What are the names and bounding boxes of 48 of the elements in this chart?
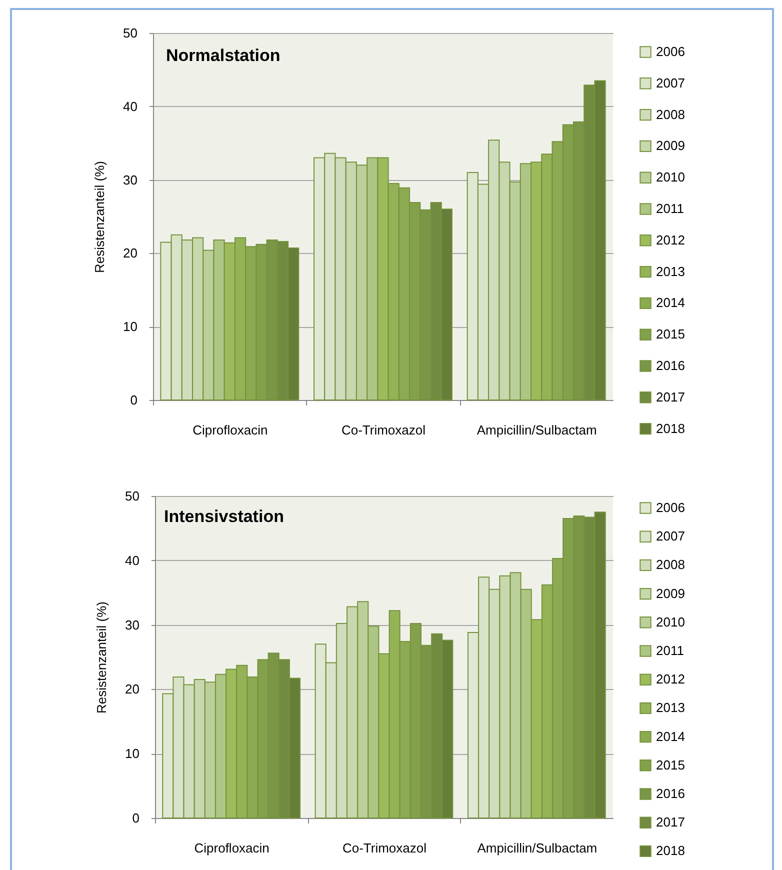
legend-label: 2013	[656, 264, 685, 279]
text: Intensivstation	[164, 507, 284, 526]
text: Normalstation	[166, 46, 280, 65]
x-tick-label: Co-Trimoxazol	[342, 840, 427, 856]
legend-label: 2014	[656, 295, 685, 310]
legend-label: 2017	[656, 389, 685, 404]
legend-label: 2006	[656, 500, 685, 515]
y-tick-label: 0	[130, 392, 138, 408]
x-tick-label: Ciprofloxacin	[192, 422, 268, 438]
legend-label: 2006	[656, 44, 685, 59]
y-tick-label: 30	[123, 172, 138, 188]
y-tick-label: 30	[125, 617, 140, 632]
legend-label: 2018	[656, 420, 685, 436]
legend-label: 2015	[656, 326, 685, 342]
y-tick-label: 40	[123, 98, 138, 114]
y-tick-label: 50	[123, 26, 138, 40]
y-axis-title: Resistenzanteil (%)	[94, 602, 110, 714]
y-tick-label: 50	[125, 488, 140, 504]
legend-label: 2016	[656, 358, 685, 373]
y-tick-label: 20	[123, 246, 138, 261]
legend-label: 2011	[656, 643, 684, 658]
y-tick-label: 40	[125, 552, 140, 568]
legend-label: 2010	[656, 170, 685, 185]
legend-label: 2007	[656, 528, 685, 544]
legend-label: 2010	[656, 614, 685, 630]
legend-label: 2008	[656, 106, 685, 122]
legend-label: 2012	[656, 232, 685, 248]
y-tick-label: 10	[125, 746, 140, 762]
y-tick-label: 20	[125, 682, 140, 697]
x-tick-label: Co-Trimoxazol	[341, 422, 426, 438]
legend-label: 2013	[656, 700, 685, 716]
legend-label: 2016	[656, 786, 685, 801]
legend-label: 2015	[656, 757, 685, 772]
y-axis-title: Resistenzanteil (%)	[92, 161, 108, 273]
legend-label: 2008	[656, 557, 685, 572]
x-tick-label: Ampicillin/Sulbactam	[476, 422, 597, 438]
legend-label: 2014	[656, 728, 685, 744]
legend-label: 2018	[656, 843, 685, 858]
y-tick-label: 0	[132, 810, 140, 826]
legend-label: 2009	[656, 586, 685, 601]
y-tick-label: 10	[123, 319, 138, 334]
x-tick-label: Ciprofloxacin	[194, 840, 270, 856]
legend-label: 2017	[656, 814, 685, 830]
legend-label: 2012	[656, 672, 685, 687]
x-tick-label: Ampicillin/Sulbactam	[477, 840, 598, 856]
legend-label: 2007	[656, 75, 685, 90]
legend-label: 2009	[656, 138, 685, 154]
legend-label: 2011	[656, 201, 684, 216]
